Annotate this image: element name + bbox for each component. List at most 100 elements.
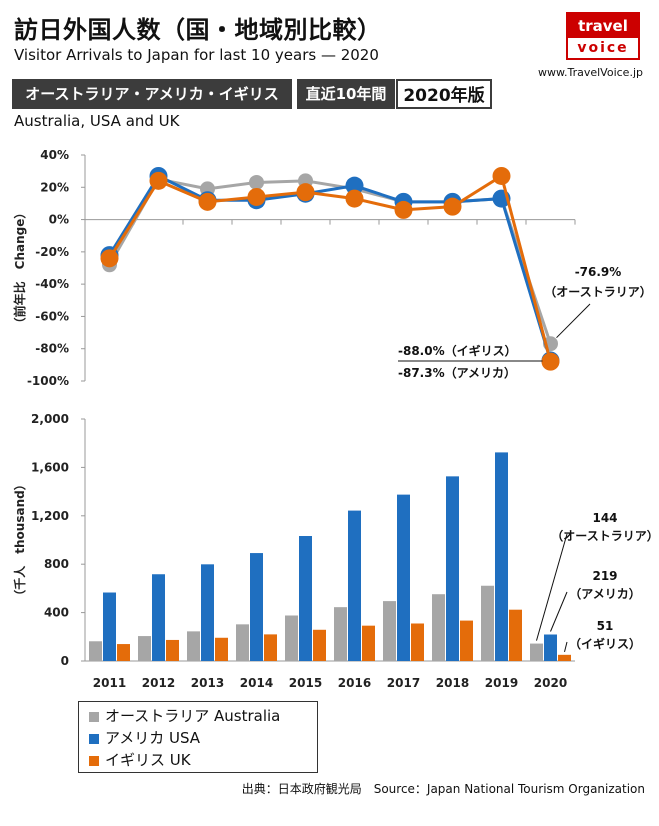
bar-uk [460,620,473,661]
bar-usa [446,476,459,661]
bar-australia [383,601,396,661]
line-point-uk [100,249,119,268]
bar-x-tick-label: 2013 [191,676,224,690]
legend-item-usa: アメリカ USA [89,728,200,748]
line-series-usa [108,174,552,361]
region-subtitle: Australia, USA and UK [14,112,180,130]
line-y-tick-label: -60% [35,309,69,323]
bar-usa [544,634,557,661]
legend-label-usa: アメリカ USA [105,729,201,747]
line-y-tick-label: 40% [40,148,69,162]
legend-label-australia: オーストラリア Australia [105,707,281,725]
bar-x-tick-label: 2011 [93,676,126,690]
bar-uk [509,609,522,661]
bar-usa [103,592,116,661]
bar-usa [397,494,410,661]
bar-australia [236,624,249,661]
bar-uk [117,644,130,661]
page-title: 訪日外国人数（国・地域別比較） [14,16,382,44]
bar-annotation-uk-value: 51 [597,619,614,633]
bar-y-tick-label: 1,600 [31,460,69,474]
line-series-uk [108,173,552,363]
legend-swatch-uk [89,755,99,766]
line-y-tick-label: -40% [35,277,69,291]
line-point-uk [492,166,511,185]
page-subtitle: Visitor Arrivals to Japan for last 10 ye… [14,46,379,64]
bar-usa [299,536,312,661]
travelvoice-logo: travel voice [566,12,640,60]
line-point-uk [247,187,266,206]
bar-x-tick-label: 2017 [387,676,420,690]
bar-usa [201,564,214,661]
bar-annotation-usa-label: （アメリカ） [569,586,640,601]
bar-australia [481,585,494,661]
line-point-uk [443,197,462,216]
line-point-uk [149,171,168,190]
legend-swatch-australia [89,711,99,722]
line-annotation-australia-value: -76.9% [575,265,622,279]
bar-usa [348,510,361,661]
legend-label-uk: イギリス UK [105,751,191,769]
bar-annotation-usa-leader [550,591,568,632]
bar-x-tick-label: 2019 [485,676,518,690]
line-annotation-australia-leader [556,303,591,339]
line-point-uk [345,189,364,208]
bar-usa [250,553,263,661]
bar-usa [152,574,165,661]
bar-australia [89,641,102,661]
bar-annotation-usa-value: 219 [592,569,617,583]
bar-x-tick-label: 2018 [436,676,469,690]
bar-y-axis-label: （千人 thousand） [12,478,27,601]
bar-annotation-uk-leader [564,641,568,652]
line-y-tick-label: -100% [27,374,69,388]
line-point-uk [394,200,413,219]
line-annotation-usa: -87.3%（アメリカ） [398,365,516,380]
bar-australia [334,607,347,661]
line-series-australia [108,177,552,345]
bar-uk [313,629,326,661]
site-url: www.TravelVoice.jp [538,66,643,79]
edition-badge: 2020年版 [396,79,492,109]
line-y-tick-label: 20% [40,180,69,194]
legend-item-uk: イギリス UK [89,750,191,770]
bar-x-tick-label: 2012 [142,676,175,690]
bar-uk [215,637,228,661]
line-point-usa [345,176,364,195]
legend-swatch-usa [89,733,99,744]
bar-x-tick-label: 2016 [338,676,371,690]
logo-line-2: voice [577,40,629,56]
bar-x-tick-label: 2015 [289,676,322,690]
line-y-tick-label: 0% [49,213,69,227]
period-badge: 直近10年間 [297,79,395,109]
bar-uk [411,623,424,661]
line-y-tick-label: -80% [35,342,69,356]
bar-x-tick-label: 2014 [240,676,273,690]
bar-uk [558,654,571,661]
bar-y-tick-label: 2,000 [31,412,69,426]
line-annotation-australia-label: （オーストラリア） [544,284,651,299]
line-annotation-uk: -88.0%（イギリス） [398,343,517,358]
bar-annotation-australia-label: （オーストラリア） [551,528,658,543]
bar-usa [495,452,508,661]
logo-line-1: travel [568,14,638,38]
bar-uk [264,634,277,661]
line-y-tick-label: -20% [35,245,69,259]
line-y-axis-label: （前年比 Change） [12,207,27,330]
line-point-uk [541,352,560,371]
bar-australia [530,643,543,661]
bar-australia [138,636,151,661]
line-point-uk [198,192,217,211]
line-point-australia [249,174,264,190]
charts-canvas: 40% 20% 0% -20% -40% -60% -80% -100% （前年比 Change… [12,148,659,690]
bar-y-tick-label: 0 [61,654,69,668]
bar-australia [187,631,200,661]
source-credit: 出典：日本政府観光局 Source：Japan National Tourism… [241,782,645,796]
legend-item-australia: オーストラリア Australia [89,706,280,726]
bar-uk [166,639,179,661]
bar-y-tick-label: 800 [44,557,69,571]
bar-x-tick-label: 2020 [534,676,567,690]
bar-australia [285,615,298,661]
bar-australia [432,594,445,661]
bar-annotation-uk-label: （イギリス） [569,636,641,651]
bar-uk [362,625,375,661]
